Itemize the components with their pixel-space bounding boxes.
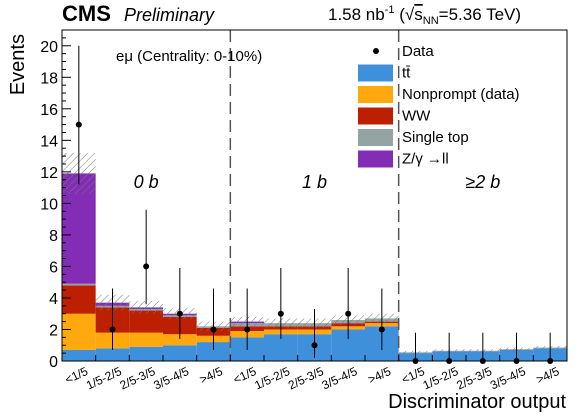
y-tick-label-14: 14	[40, 133, 58, 150]
x-tick-label-8: 3/5-4/5	[320, 364, 360, 393]
y-tick-label-20: 20	[40, 39, 58, 56]
y-tick-label-8: 8	[49, 228, 58, 245]
x-tick-label-3: 3/5-4/5	[151, 364, 191, 393]
legend-label-3: Single top	[402, 129, 469, 146]
region-label-2: ≥2 b	[465, 172, 500, 192]
x-tick-label-14: >4/5	[534, 364, 562, 387]
x-tick-label-9: >4/5	[366, 364, 394, 387]
data-point-1	[109, 326, 116, 333]
y-tick-label-16: 16	[40, 102, 58, 119]
y-tick-label-0: 0	[49, 354, 58, 371]
legend-label-0: tt̄	[402, 65, 411, 82]
energy-sub: NN	[423, 15, 439, 27]
region-labels: 0 b 1 b ≥2 b	[134, 172, 501, 192]
lumi-value: 1.58 nb	[328, 5, 385, 24]
data-point-6	[277, 310, 284, 317]
cms-label: CMS	[62, 1, 111, 26]
bar-tt--2	[129, 346, 163, 361]
legend-label-2: WW	[402, 108, 431, 125]
y-tick-label-12: 12	[40, 165, 58, 182]
x-tick-label-7: 2/5-3/5	[286, 364, 326, 393]
x-tick-label-11: 1/5-2/5	[421, 364, 461, 393]
x-axis-label: Discriminator output	[388, 391, 566, 413]
x-tick-label-12: 2/5-3/5	[454, 364, 494, 393]
data-point-5	[244, 326, 251, 333]
x-tick-label-2: 2/5-3/5	[118, 364, 158, 393]
y-tick-label-18: 18	[40, 70, 58, 87]
data-point-4	[210, 326, 217, 333]
data-point-3	[176, 310, 183, 317]
bar-tt--1	[95, 348, 130, 361]
y-tick-label-6: 6	[49, 259, 58, 276]
legend-swatch-1	[358, 86, 393, 103]
x-tick-label-1: 1/5-2/5	[84, 364, 124, 393]
lumi-label: 1.58 nb-1 (√sNN=5.36 TeV)	[328, 4, 521, 27]
region-dividers	[229, 30, 400, 361]
legend-data-label: Data	[402, 43, 434, 60]
y-tick-label-10: 10	[40, 196, 58, 213]
y-tick-label-2: 2	[49, 322, 58, 339]
y-axis-label: Events	[7, 34, 29, 95]
data-points	[75, 45, 554, 364]
bar-tt--0	[62, 349, 96, 361]
legend-swatch-2	[358, 107, 393, 125]
uncertainty-band-2	[129, 301, 163, 314]
legend: Data tt̄ Nonprompt (data) WW Single top Z/γ →…	[358, 43, 520, 168]
data-point-2	[143, 263, 150, 270]
y-tick-label-4: 4	[49, 291, 58, 308]
bar-single-top-0	[62, 283, 96, 286]
bar-nonprompt-data--0	[62, 313, 96, 350]
region-label-1: 1 b	[302, 172, 327, 192]
svg-text:1.58 nb-1 (√sNN=5.36 TeV): 1.58 nb-1 (√sNN=5.36 TeV)	[328, 4, 521, 27]
legend-data-marker	[373, 48, 379, 54]
bar-ww-2	[129, 310, 163, 333]
legend-swatch-4	[358, 150, 393, 168]
legend-label-4: Z/γ →ll	[402, 151, 449, 168]
legend-swatch-3	[358, 129, 393, 146]
data-point-9	[378, 326, 385, 333]
energy-value: =5.36 TeV	[439, 5, 516, 24]
y-axis: 0 2 4 6 8 10 12 14 16 18 20	[40, 29, 71, 371]
data-point-7	[311, 342, 318, 349]
bar-nonprompt-data--2	[129, 332, 163, 347]
bar-tt--3	[163, 345, 197, 361]
data-point-8	[345, 310, 352, 317]
region-label-0: 0 b	[134, 172, 159, 192]
bar-tt--4	[196, 342, 231, 361]
bar-ww-0	[62, 285, 96, 314]
lumi-exponent: -1	[385, 4, 395, 16]
selection-label: eμ (Centrality: 0-10%)	[116, 48, 262, 65]
bar-nonprompt-data--3	[163, 334, 197, 346]
preliminary-label: Preliminary	[124, 5, 215, 25]
data-point-0	[75, 121, 82, 128]
x-tick-label-6: 1/5-2/5	[252, 364, 292, 393]
legend-swatch-0	[358, 64, 393, 82]
x-tick-label-13: 3/5-4/5	[488, 364, 528, 393]
x-tick-label-4: >4/5	[197, 364, 225, 387]
energy-sqrt: s	[414, 5, 423, 24]
legend-label-1: Nonprompt (data)	[402, 86, 520, 103]
